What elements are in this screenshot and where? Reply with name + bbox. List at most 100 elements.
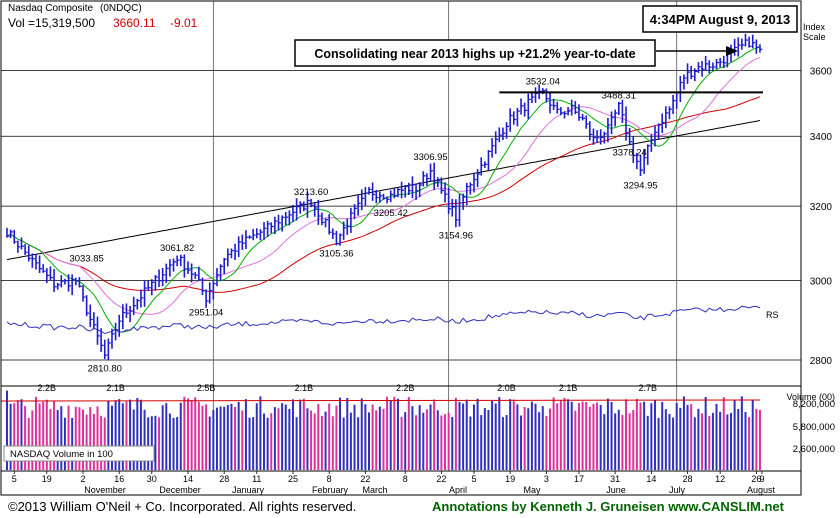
price-bar	[78, 277, 82, 288]
price-bar	[331, 228, 336, 239]
price-bar	[455, 199, 459, 228]
price-bar	[650, 134, 654, 152]
price-bar	[498, 127, 502, 143]
price-bar	[20, 237, 24, 250]
price-bar	[24, 243, 28, 256]
price-bar	[574, 101, 578, 115]
price-bar	[324, 218, 329, 228]
annotation-box	[294, 39, 656, 67]
price-bar	[321, 212, 325, 226]
price-bar	[151, 279, 155, 296]
day-label: 14	[646, 474, 656, 484]
price-bar	[737, 37, 741, 57]
annotation-text: Consolidating near 2013 highs up +21.2% …	[314, 47, 635, 61]
price-bar	[299, 201, 303, 214]
month-label: November	[84, 485, 126, 495]
day-label: 28	[219, 474, 229, 484]
footer-credit: Annotations by Kenneth J. Gruneisen www.…	[432, 499, 785, 514]
price-bar	[701, 61, 705, 77]
price-bar	[303, 201, 307, 212]
price-bar	[473, 173, 477, 193]
day-label: 8	[403, 474, 408, 484]
price-bar	[614, 109, 618, 127]
price-bar	[103, 339, 108, 360]
price-bar	[625, 106, 629, 141]
price-bar	[237, 236, 242, 258]
price-bar	[411, 176, 415, 199]
price-bar	[179, 254, 184, 267]
price-bar	[64, 278, 68, 285]
price-bar	[599, 129, 604, 145]
price-label: 2810.80	[88, 364, 122, 375]
price-bar	[212, 280, 216, 300]
price-label: 3294.95	[623, 180, 657, 191]
price-bar	[284, 211, 289, 226]
price-bar	[346, 218, 350, 235]
price-bar	[665, 106, 669, 129]
price-bar	[722, 55, 727, 69]
price-bar	[205, 289, 209, 308]
price-bar	[56, 282, 61, 290]
chart-labels: 2800 3000 3200 3400 3600 3033.85 2810.80 3061.8…	[12, 66, 835, 495]
price-bar	[520, 98, 524, 115]
price-bar	[672, 94, 676, 114]
price-bar	[487, 150, 491, 171]
day-label: 11	[252, 474, 261, 484]
day-label: 30	[147, 474, 157, 484]
price-bar	[708, 60, 712, 74]
date-axis-frame	[0, 470, 802, 496]
price-bar	[491, 138, 495, 158]
price-bar	[288, 210, 292, 226]
price-bar	[107, 338, 111, 361]
price-bar	[596, 130, 600, 143]
price-bar	[607, 117, 611, 143]
price-bar	[360, 189, 365, 211]
price-bar	[161, 267, 166, 287]
price-bar	[259, 229, 263, 241]
y-tick-3200: 3200	[810, 202, 833, 213]
day-label: 28	[683, 474, 693, 484]
price-label: 3154.96	[439, 230, 473, 241]
price-bar	[748, 36, 752, 48]
price-bar	[357, 194, 361, 216]
price-bar	[415, 183, 419, 200]
price-bar	[686, 63, 691, 84]
price-bar	[494, 131, 499, 154]
price-bar	[560, 107, 564, 116]
price-label: 3205.42	[374, 208, 408, 219]
month-label: July	[669, 485, 686, 495]
price-bar	[350, 207, 354, 233]
price-bar	[183, 254, 187, 278]
price-bar	[201, 277, 205, 296]
volume-tick-label: 5,800,000	[793, 422, 835, 433]
day-label: 2	[81, 474, 86, 484]
price-bar	[697, 62, 701, 73]
price-bar	[668, 106, 672, 120]
y-axis-title-line: Index	[803, 22, 826, 32]
price-bar	[136, 298, 140, 310]
day-label: 25	[288, 474, 298, 484]
day-label: 19	[42, 474, 52, 484]
price-bar	[654, 125, 658, 147]
month-label: March	[362, 485, 387, 495]
price-bar	[295, 198, 300, 221]
volume-tick-label: 2,600,000	[793, 444, 835, 455]
ma-50-line	[6, 96, 761, 293]
day-label: 5	[12, 474, 17, 484]
price-bar	[292, 204, 296, 222]
price-bar	[563, 111, 567, 119]
price-bar	[219, 264, 224, 282]
price-bar	[719, 57, 723, 68]
price-bar	[741, 38, 745, 50]
price-bar	[400, 181, 405, 199]
volume-peak-label: 2.7B	[638, 383, 657, 393]
rs-line	[6, 305, 761, 335]
price-bar	[241, 234, 245, 250]
price-bar	[353, 204, 358, 220]
price-bar	[313, 202, 318, 217]
price-bar	[404, 185, 408, 198]
price-bar	[93, 312, 97, 330]
timestamp-text: 4:34PM August 9, 2013	[650, 12, 790, 27]
price-bar	[310, 198, 314, 208]
price-bar	[628, 128, 633, 145]
